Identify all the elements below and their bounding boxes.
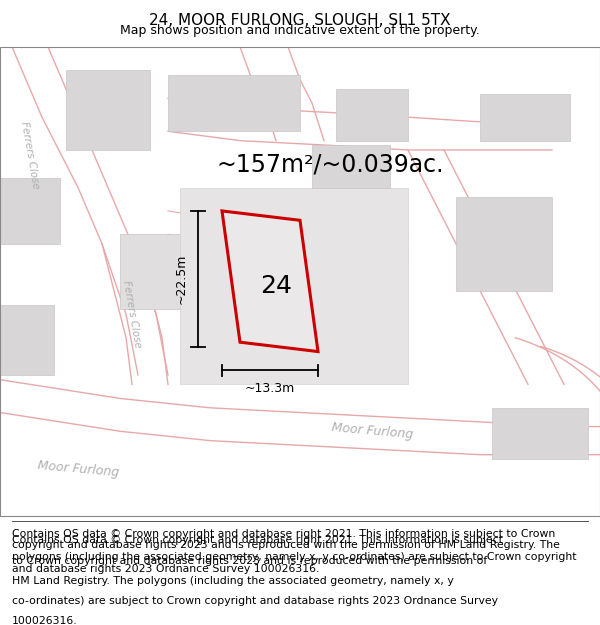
Polygon shape bbox=[222, 211, 318, 351]
Polygon shape bbox=[456, 197, 552, 291]
Polygon shape bbox=[0, 304, 54, 375]
Text: Moor Furlong: Moor Furlong bbox=[331, 421, 413, 441]
Polygon shape bbox=[492, 408, 588, 459]
Text: co-ordinates) are subject to Crown copyright and database rights 2023 Ordnance S: co-ordinates) are subject to Crown copyr… bbox=[12, 596, 498, 606]
Polygon shape bbox=[312, 145, 390, 188]
Polygon shape bbox=[480, 94, 570, 141]
Polygon shape bbox=[120, 234, 216, 309]
Text: 24: 24 bbox=[260, 274, 292, 298]
Text: 100026316.: 100026316. bbox=[12, 616, 77, 625]
Text: Contains OS data © Crown copyright and database right 2021. This information is : Contains OS data © Crown copyright and d… bbox=[12, 535, 503, 545]
Polygon shape bbox=[66, 70, 150, 150]
Text: ~22.5m: ~22.5m bbox=[174, 254, 187, 304]
Text: Contains OS data © Crown copyright and database right 2021. This information is : Contains OS data © Crown copyright and d… bbox=[12, 529, 577, 574]
Text: Map shows position and indicative extent of the property.: Map shows position and indicative extent… bbox=[120, 24, 480, 36]
Text: 24, MOOR FURLONG, SLOUGH, SL1 5TX: 24, MOOR FURLONG, SLOUGH, SL1 5TX bbox=[149, 13, 451, 28]
Text: ~13.3m: ~13.3m bbox=[245, 382, 295, 395]
Polygon shape bbox=[336, 89, 408, 141]
Text: Ferrers Close: Ferrers Close bbox=[19, 120, 41, 189]
Text: HM Land Registry. The polygons (including the associated geometry, namely x, y: HM Land Registry. The polygons (includin… bbox=[12, 576, 454, 586]
Text: ~157m²/~0.039ac.: ~157m²/~0.039ac. bbox=[216, 152, 444, 176]
Text: Moor Furlong: Moor Furlong bbox=[37, 459, 119, 479]
Polygon shape bbox=[180, 188, 408, 384]
Polygon shape bbox=[168, 75, 300, 131]
Text: to Crown copyright and database rights 2023 and is reproduced with the permissio: to Crown copyright and database rights 2… bbox=[12, 556, 487, 566]
Text: Ferrers Close: Ferrers Close bbox=[121, 279, 143, 349]
Polygon shape bbox=[0, 178, 60, 244]
